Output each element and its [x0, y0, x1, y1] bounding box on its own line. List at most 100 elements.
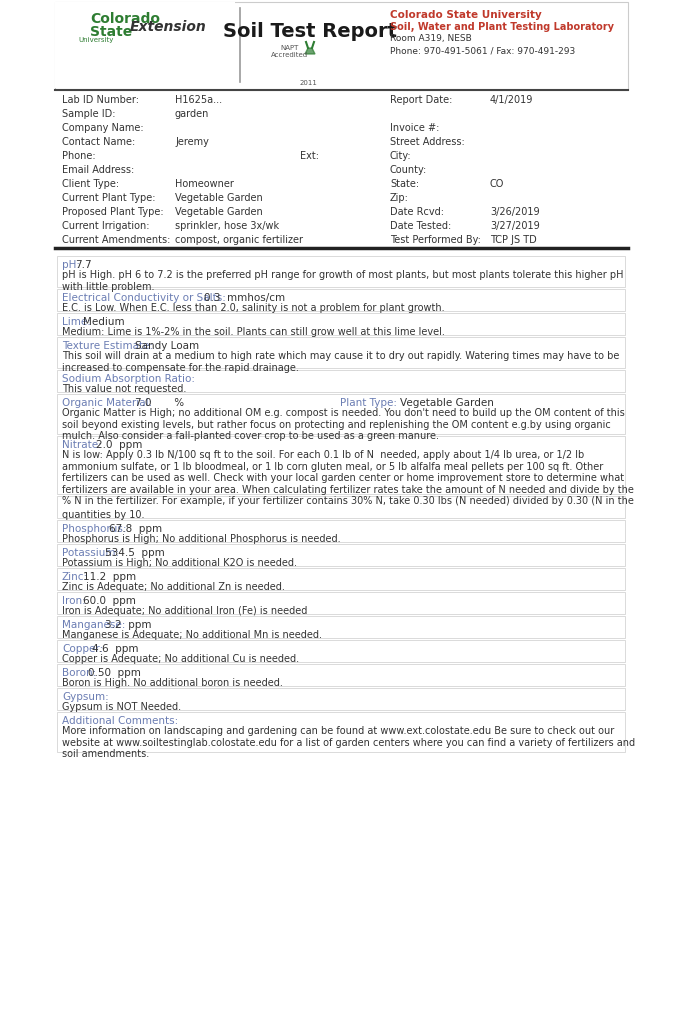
Text: Gypsum:: Gypsum: — [62, 692, 109, 702]
Text: More information on landscaping and gardening can be found at www.ext.colostate.: More information on landscaping and gard… — [62, 726, 635, 759]
Text: Contact Name:: Contact Name: — [62, 137, 135, 147]
Bar — [57, 496, 625, 518]
Text: Current Amendments:: Current Amendments: — [62, 234, 170, 245]
Text: Vegetable Garden: Vegetable Garden — [175, 207, 263, 217]
Text: 4.6  ppm: 4.6 ppm — [92, 644, 139, 654]
Text: This soil will drain at a medium to high rate which may cause it to dry out rapi: This soil will drain at a medium to high… — [62, 351, 619, 373]
Text: CO: CO — [490, 179, 504, 189]
Text: Date Rcvd:: Date Rcvd: — [390, 207, 444, 217]
Text: Colorado State University: Colorado State University — [390, 10, 542, 20]
Text: Soil, Water and Plant Testing Laboratory: Soil, Water and Plant Testing Laboratory — [390, 22, 614, 32]
Text: Date Tested:: Date Tested: — [390, 221, 451, 231]
Text: 0.50  ppm: 0.50 ppm — [88, 668, 141, 678]
Text: 7.7: 7.7 — [75, 260, 92, 270]
Text: Report Date:: Report Date: — [390, 95, 452, 105]
Text: Sandy Loam: Sandy Loam — [135, 341, 199, 351]
Text: State: State — [90, 25, 133, 39]
Text: Client Type:: Client Type: — [62, 179, 119, 189]
Bar — [57, 640, 625, 662]
Text: Test Performed By:: Test Performed By: — [390, 234, 481, 245]
Text: 11.2  ppm: 11.2 ppm — [83, 572, 137, 582]
Text: Iron:: Iron: — [62, 596, 86, 606]
Text: Email Address:: Email Address: — [62, 165, 135, 175]
Text: Nitrate:: Nitrate: — [62, 440, 102, 450]
Text: compost, organic fertilizer: compost, organic fertilizer — [175, 234, 303, 245]
Text: Phosphorus:: Phosphorus: — [62, 524, 126, 534]
Text: Phone: 970-491-5061 / Fax: 970-491-293: Phone: 970-491-5061 / Fax: 970-491-293 — [390, 46, 575, 55]
Text: Vegetable Garden: Vegetable Garden — [175, 193, 263, 203]
Text: Medium: Lime is 1%-2% in the soil. Plants can still grow well at this lime level: Medium: Lime is 1%-2% in the soil. Plant… — [62, 327, 445, 337]
Text: 534.5  ppm: 534.5 ppm — [105, 548, 165, 558]
Text: NAPT
Accredited: NAPT Accredited — [271, 45, 309, 58]
Text: pH:: pH: — [62, 260, 80, 270]
Bar — [57, 712, 625, 752]
Polygon shape — [305, 48, 315, 54]
Bar — [57, 688, 625, 710]
Bar — [57, 256, 625, 287]
Text: Invoice #:: Invoice #: — [390, 123, 439, 133]
Text: Texture Estimate:: Texture Estimate: — [62, 341, 153, 351]
Bar — [57, 544, 625, 566]
Text: University: University — [78, 37, 113, 43]
Text: Lime:: Lime: — [62, 317, 91, 327]
Text: Boron:: Boron: — [62, 668, 96, 678]
Text: Zinc:: Zinc: — [62, 572, 88, 582]
Bar — [57, 568, 625, 590]
Bar — [57, 520, 625, 542]
Text: N is low: Apply 0.3 lb N/100 sq ft to the soil. For each 0.1 lb of N  needed, ap: N is low: Apply 0.3 lb N/100 sq ft to th… — [62, 450, 634, 507]
Text: 3.2  ppm: 3.2 ppm — [105, 620, 152, 630]
Text: Lab ID Number:: Lab ID Number: — [62, 95, 139, 105]
Text: Sodium Absorption Ratio:: Sodium Absorption Ratio: — [62, 374, 195, 384]
Text: Ext:: Ext: — [300, 151, 319, 161]
Text: Vegetable Garden: Vegetable Garden — [400, 398, 494, 408]
Text: City:: City: — [390, 151, 412, 161]
Bar — [57, 337, 625, 368]
Text: Copper:: Copper: — [62, 644, 103, 654]
Bar — [57, 436, 625, 494]
Text: sprinkler, hose 3x/wk: sprinkler, hose 3x/wk — [175, 221, 279, 231]
Text: H1625a...: H1625a... — [175, 95, 222, 105]
Bar — [57, 616, 625, 638]
Text: Phone:: Phone: — [62, 151, 96, 161]
Text: Boron is High. No additional boron is needed.: Boron is High. No additional boron is ne… — [62, 678, 283, 688]
Text: Additional Comments:: Additional Comments: — [62, 716, 178, 726]
Text: Manganese:: Manganese: — [62, 620, 126, 630]
Bar — [57, 370, 625, 392]
Text: E.C. is Low. When E.C. less than 2.0, salinity is not a problem for plant growth: E.C. is Low. When E.C. less than 2.0, sa… — [62, 303, 445, 313]
Text: 3/26/2019: 3/26/2019 — [490, 207, 540, 217]
Text: Potassium:: Potassium: — [62, 548, 119, 558]
Text: Electrical Conductivity or Salts:: Electrical Conductivity or Salts: — [62, 293, 226, 303]
Text: Current Irrigation:: Current Irrigation: — [62, 221, 150, 231]
Text: Medium: Medium — [83, 317, 125, 327]
Text: Zip:: Zip: — [390, 193, 409, 203]
Text: Manganese is Adequate; No additional Mn is needed.: Manganese is Adequate; No additional Mn … — [62, 630, 322, 640]
Text: Phosphorus is High; No additional Phosphorus is needed.: Phosphorus is High; No additional Phosph… — [62, 534, 341, 544]
Bar — [57, 313, 625, 335]
Bar — [57, 592, 625, 614]
FancyBboxPatch shape — [55, 2, 235, 88]
Text: quantities by 10.: quantities by 10. — [62, 510, 145, 520]
Text: Gypsum is NOT Needed.: Gypsum is NOT Needed. — [62, 702, 181, 712]
Text: Homeowner: Homeowner — [175, 179, 234, 189]
Text: Organic Matter is High; no additional OM e.g. compost is needed. You don't need : Organic Matter is High; no additional OM… — [62, 408, 625, 441]
Text: 0.3  mmhos/cm: 0.3 mmhos/cm — [204, 293, 285, 303]
Text: Iron is Adequate; No additional Iron (Fe) is needed: Iron is Adequate; No additional Iron (Fe… — [62, 606, 307, 616]
Text: Jeremy: Jeremy — [175, 137, 209, 147]
Text: Current Plant Type:: Current Plant Type: — [62, 193, 156, 203]
Text: Street Address:: Street Address: — [390, 137, 464, 147]
Bar — [57, 289, 625, 311]
Text: Potassium is High; No additional K2O is needed.: Potassium is High; No additional K2O is … — [62, 558, 297, 568]
Bar — [57, 664, 625, 686]
Text: Proposed Plant Type:: Proposed Plant Type: — [62, 207, 164, 217]
Text: TCP JS TD: TCP JS TD — [490, 234, 537, 245]
Text: Room A319, NESB: Room A319, NESB — [390, 34, 472, 43]
Text: Plant Type:: Plant Type: — [340, 398, 397, 408]
Text: Zinc is Adequate; No additional Zn is needed.: Zinc is Adequate; No additional Zn is ne… — [62, 582, 285, 592]
Text: 2.0  ppm: 2.0 ppm — [96, 440, 143, 450]
Text: Soil Test Report: Soil Test Report — [223, 22, 397, 41]
Text: Copper is Adequate; No additional Cu is needed.: Copper is Adequate; No additional Cu is … — [62, 654, 299, 664]
Text: 4/1/2019: 4/1/2019 — [490, 95, 533, 105]
Text: Organic Material:: Organic Material: — [62, 398, 152, 408]
Text: Extension: Extension — [130, 20, 207, 34]
Bar — [57, 394, 625, 434]
